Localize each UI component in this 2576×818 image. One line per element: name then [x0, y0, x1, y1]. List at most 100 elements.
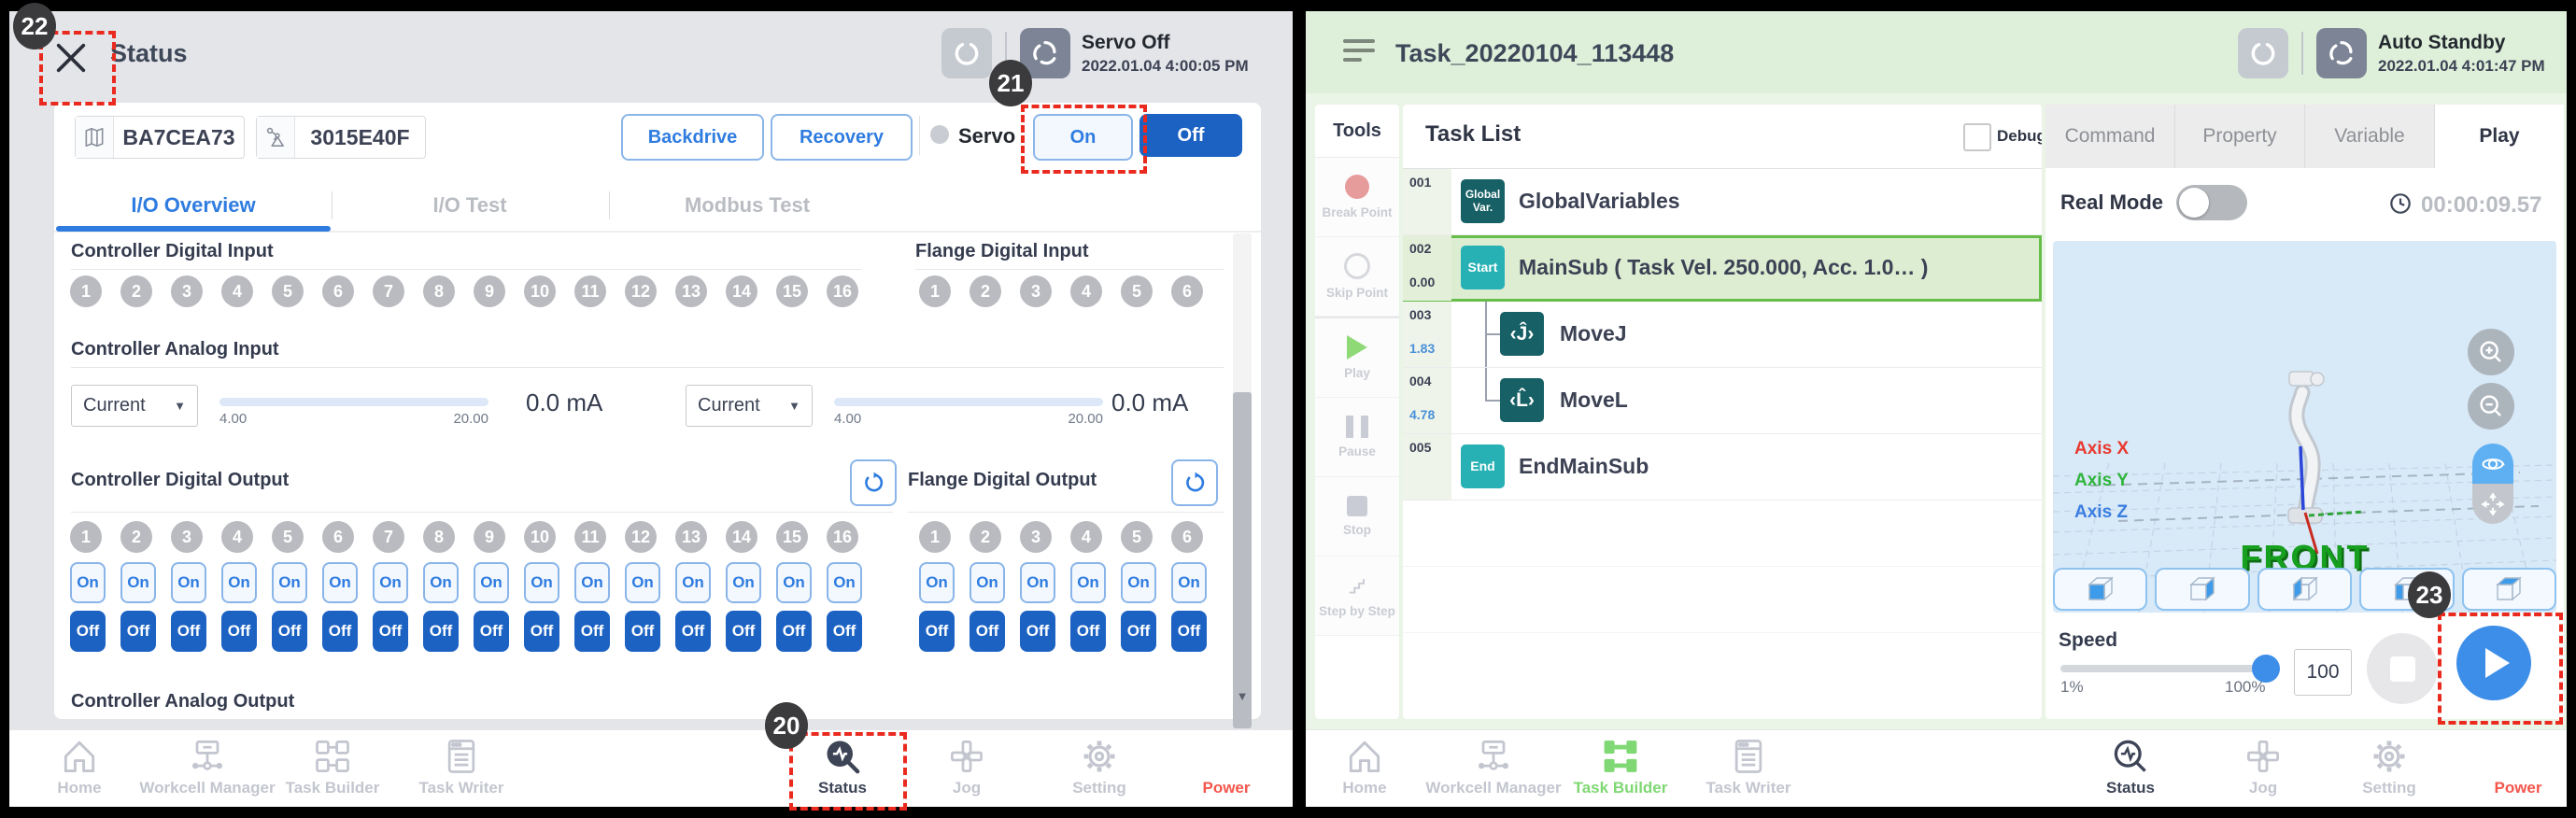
speed-slider-handle[interactable]	[2252, 655, 2280, 683]
nav-task-writer[interactable]: Task Writer	[1678, 736, 1819, 797]
output-on-button[interactable]: On	[120, 562, 156, 603]
output-off-button[interactable]: Off	[1020, 611, 1055, 652]
output-on-button[interactable]: On	[70, 562, 106, 603]
nav-power[interactable]: Power	[2448, 736, 2567, 797]
nav-status[interactable]: Status	[772, 736, 913, 797]
pan-mode-button[interactable]	[2472, 484, 2513, 524]
output-on-button[interactable]: On	[970, 562, 1005, 603]
3d-viewer[interactable]: Axis X Axis Y Axis Z FRONT	[2053, 241, 2556, 613]
output-on-button[interactable]: On	[322, 562, 358, 603]
analog-input-type-select-2[interactable]: Current ▼	[686, 385, 813, 427]
tab-command[interactable]: Command	[2045, 105, 2175, 168]
tool-step-by-step[interactable]: Step by Step	[1315, 557, 1399, 636]
servo-off-button[interactable]: Off	[1139, 114, 1242, 157]
menu-icon[interactable]	[1343, 39, 1377, 65]
nav-task-builder[interactable]: Task Builder	[262, 736, 403, 797]
speed-value-input[interactable]: 100	[2294, 649, 2352, 696]
output-off-button[interactable]: Off	[373, 611, 408, 652]
tab-variable[interactable]: Variable	[2305, 105, 2435, 168]
nav-home[interactable]: Home	[9, 736, 149, 797]
nav-setting[interactable]: Setting	[1029, 736, 1169, 797]
output-on-button[interactable]: On	[776, 562, 812, 603]
view-right-button[interactable]	[2155, 568, 2250, 611]
task-row-mainsub-selected[interactable]: 002 0.00 Start MainSub ( Task Vel. 250.00…	[1403, 235, 2042, 302]
output-off-button[interactable]: Off	[474, 611, 509, 652]
scrollbar-thumb[interactable]	[1233, 392, 1252, 728]
refresh-flange-output-button[interactable]	[1171, 459, 1218, 506]
play-button[interactable]	[2456, 626, 2531, 700]
nav-power[interactable]: Power	[1156, 736, 1293, 797]
output-off-button[interactable]: Off	[675, 611, 711, 652]
task-row-endmainsub[interactable]: 005 End EndMainSub	[1403, 434, 2042, 501]
task-row-movej[interactable]: 003 1.83 ‹Ĵ› MoveJ	[1403, 302, 2042, 368]
output-on-button[interactable]: On	[827, 562, 862, 603]
tab-io-test[interactable]: I/O Test	[432, 193, 507, 217]
real-mode-toggle[interactable]	[2176, 185, 2247, 220]
output-on-button[interactable]: On	[1121, 562, 1156, 603]
tool-skip-point[interactable]: Skip Point	[1315, 237, 1399, 317]
recovery-button[interactable]: Recovery	[771, 114, 913, 161]
nav-workcell-manager[interactable]: Workcell Manager	[137, 736, 277, 797]
output-off-button[interactable]: Off	[272, 611, 307, 652]
task-row-movel[interactable]: 004 4.78 ‹L̂› MoveL	[1403, 368, 2042, 434]
tool-break-point[interactable]: Break Point	[1315, 158, 1399, 237]
speed-slider[interactable]	[2060, 665, 2270, 672]
output-on-button[interactable]: On	[423, 562, 459, 603]
tab-play[interactable]: Play	[2435, 105, 2564, 168]
output-on-button[interactable]: On	[675, 562, 711, 603]
nav-jog[interactable]: Jog	[2193, 736, 2333, 797]
output-off-button[interactable]: Off	[919, 611, 955, 652]
output-off-button[interactable]: Off	[776, 611, 812, 652]
output-on-button[interactable]: On	[574, 562, 610, 603]
output-off-button[interactable]: Off	[574, 611, 610, 652]
view-mode-toggle[interactable]	[2472, 444, 2513, 524]
output-off-button[interactable]: Off	[827, 611, 862, 652]
output-on-button[interactable]: On	[726, 562, 761, 603]
output-off-button[interactable]: Off	[1171, 611, 1207, 652]
output-off-button[interactable]: Off	[70, 611, 106, 652]
tool-stop[interactable]: Stop	[1315, 477, 1399, 557]
servo-on-button[interactable]: On	[1033, 114, 1133, 161]
output-off-button[interactable]: Off	[221, 611, 257, 652]
reset-button[interactable]	[941, 28, 992, 78]
view-top-button[interactable]	[2461, 568, 2557, 611]
output-on-button[interactable]: On	[919, 562, 955, 603]
nav-home[interactable]: Home	[1306, 736, 1435, 797]
zoom-out-button[interactable]	[2468, 383, 2514, 430]
output-on-button[interactable]: On	[1020, 562, 1055, 603]
view-left-button[interactable]	[2257, 568, 2353, 611]
tab-io-overview[interactable]: I/O Overview	[131, 193, 256, 217]
scrollbar[interactable]: ▼	[1233, 233, 1252, 728]
output-on-button[interactable]: On	[625, 562, 660, 603]
output-on-button[interactable]: On	[171, 562, 206, 603]
output-on-button[interactable]: On	[373, 562, 408, 603]
nav-jog[interactable]: Jog	[897, 736, 1037, 797]
tool-play[interactable]: Play	[1315, 317, 1399, 398]
output-on-button[interactable]: On	[524, 562, 559, 603]
output-off-button[interactable]: Off	[625, 611, 660, 652]
backdrive-button[interactable]: Backdrive	[621, 114, 764, 161]
tab-modbus-test[interactable]: Modbus Test	[684, 193, 811, 217]
output-on-button[interactable]: On	[1070, 562, 1106, 603]
task-row-global-variables[interactable]: 001 Global Var. GlobalVariables	[1403, 169, 2042, 235]
scrollbar-down-arrow[interactable]: ▼	[1236, 689, 1249, 703]
nav-setting[interactable]: Setting	[2319, 736, 2459, 797]
tool-pause[interactable]: Pause	[1315, 398, 1399, 477]
refresh-controller-output-button[interactable]	[850, 459, 897, 506]
output-on-button[interactable]: On	[221, 562, 257, 603]
nav-task-writer[interactable]: Task Writer	[391, 736, 531, 797]
view-front-button[interactable]	[2053, 568, 2148, 611]
output-off-button[interactable]: Off	[171, 611, 206, 652]
output-on-button[interactable]: On	[474, 562, 509, 603]
output-off-button[interactable]: Off	[322, 611, 358, 652]
output-off-button[interactable]: Off	[1070, 611, 1106, 652]
output-off-button[interactable]: Off	[524, 611, 559, 652]
output-off-button[interactable]: Off	[423, 611, 459, 652]
servo-state-icon[interactable]	[2316, 28, 2367, 78]
output-off-button[interactable]: Off	[1121, 611, 1156, 652]
analog-input-type-select-1[interactable]: Current ▼	[71, 385, 198, 427]
nav-workcell-manager[interactable]: Workcell Manager	[1423, 736, 1564, 797]
nav-status[interactable]: Status	[2060, 736, 2201, 797]
output-off-button[interactable]: Off	[726, 611, 761, 652]
debug-checkbox[interactable]	[1963, 123, 1991, 151]
